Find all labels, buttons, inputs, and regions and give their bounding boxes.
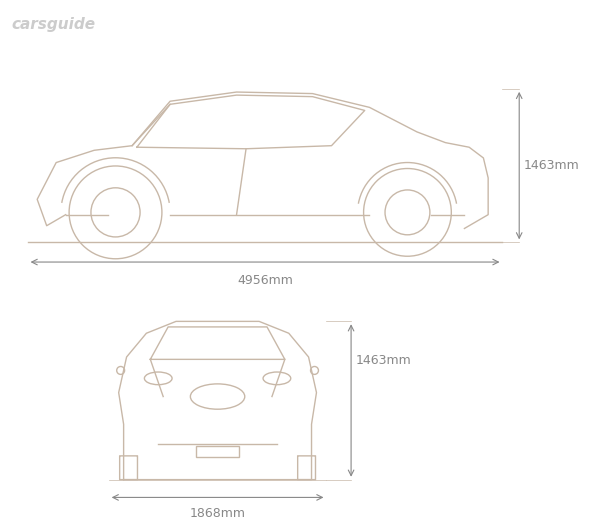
Text: 1868mm: 1868mm — [189, 508, 246, 520]
Text: 1463mm: 1463mm — [524, 159, 580, 172]
Text: 4956mm: 4956mm — [237, 274, 293, 287]
Text: 1463mm: 1463mm — [356, 354, 412, 368]
Text: carsguide: carsguide — [12, 17, 96, 32]
